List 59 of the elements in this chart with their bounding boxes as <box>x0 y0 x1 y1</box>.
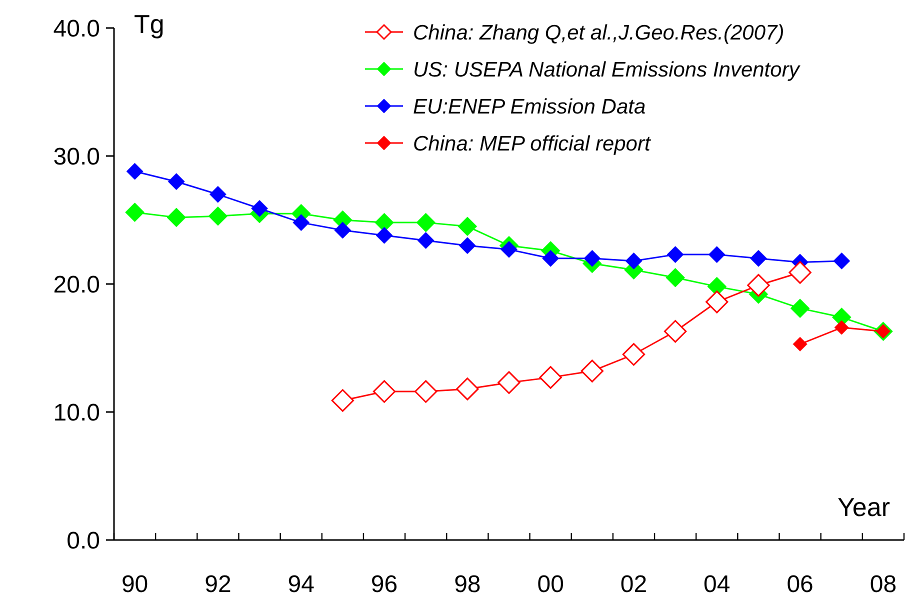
point <box>747 274 770 297</box>
point <box>706 290 728 314</box>
point <box>788 261 812 284</box>
point <box>209 186 226 203</box>
point <box>664 320 687 343</box>
point <box>456 378 479 400</box>
x-tick-label: 02 <box>620 571 648 598</box>
point <box>292 214 310 232</box>
legend-label: China: Zhang Q,et al.,J.Geo.Res.(2007) <box>413 21 784 44</box>
point <box>498 371 520 394</box>
point <box>708 246 726 264</box>
point <box>584 250 601 267</box>
y-tick-label: 40.0 <box>53 15 100 42</box>
point <box>750 250 767 267</box>
x-tick-label: 04 <box>704 571 730 598</box>
point <box>834 320 849 335</box>
point <box>417 232 434 249</box>
point <box>458 237 476 254</box>
x-tick-label: 90 <box>121 571 148 598</box>
point <box>622 343 646 366</box>
y-tick-label: 0.0 <box>66 527 100 554</box>
x-tick-label: 06 <box>786 571 814 598</box>
point <box>542 250 560 267</box>
point <box>125 202 144 222</box>
y-tick-label: 30.0 <box>53 143 100 170</box>
y-tick-label: 10.0 <box>53 399 100 426</box>
point <box>790 298 810 318</box>
point <box>625 252 642 270</box>
point <box>126 162 144 180</box>
x-tick-label: 98 <box>454 571 481 598</box>
x-axis-title: Year <box>837 492 890 522</box>
point <box>414 380 438 403</box>
x-tick-label: 92 <box>204 571 232 598</box>
x-tick-label: 94 <box>288 571 314 598</box>
point <box>168 173 185 190</box>
y-tick-label: 20.0 <box>53 271 100 298</box>
x-tick-label: 00 <box>537 571 564 598</box>
y-axis-title: Tg <box>134 9 164 39</box>
point <box>376 226 393 244</box>
x-tick-label: 96 <box>370 571 398 598</box>
point <box>833 252 850 270</box>
point <box>372 380 396 403</box>
point <box>334 222 352 239</box>
point <box>580 360 604 382</box>
point <box>666 268 685 288</box>
point <box>166 208 186 228</box>
x-tick-label: 08 <box>870 571 897 598</box>
legend-label: US: USEPA National Emissions Inventory <box>413 58 801 82</box>
point <box>251 200 268 217</box>
point <box>539 366 562 389</box>
point <box>458 216 478 236</box>
point <box>416 212 436 232</box>
legend-label: EU:ENEP Emission Data <box>413 95 646 118</box>
point <box>666 246 684 264</box>
point <box>331 389 354 412</box>
point <box>500 240 518 258</box>
legend-label: China: MEP official report <box>413 132 652 156</box>
point <box>208 206 228 226</box>
point <box>792 336 808 352</box>
